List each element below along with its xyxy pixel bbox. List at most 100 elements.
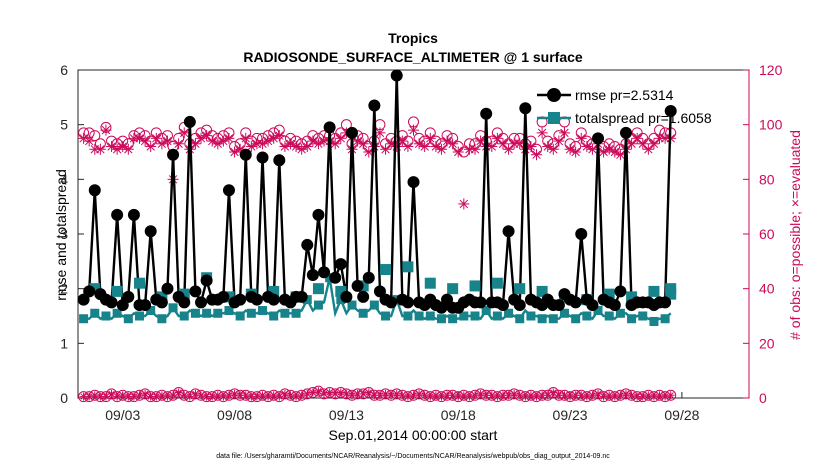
obs-evaluated-point xyxy=(536,127,548,139)
rmse-point xyxy=(357,290,370,303)
obs-evaluated-point xyxy=(240,132,252,144)
totalspread-point xyxy=(235,311,245,321)
obs-bottom-point xyxy=(659,391,671,403)
obs-bottom-point xyxy=(106,388,118,400)
y-axis-label: rmse and totalspread xyxy=(53,169,69,301)
obs-bottom-point xyxy=(251,391,263,403)
obs-bottom-point xyxy=(385,389,397,401)
totalspread-point xyxy=(313,300,323,310)
totalspread-point xyxy=(190,308,200,318)
obs-evaluated-point xyxy=(424,132,436,144)
totalspread-point xyxy=(258,306,268,316)
obs-bottom-point xyxy=(435,391,447,403)
obs-bottom-evaluated-point xyxy=(633,392,642,401)
rmse-point xyxy=(195,296,208,309)
totalspread-point xyxy=(627,314,637,324)
obs-bottom-point xyxy=(195,389,207,401)
y-tick-label: 4 xyxy=(60,171,68,187)
obs-evaluated-point xyxy=(83,135,95,147)
obs-bottom-point xyxy=(212,389,224,401)
obs-bottom-point xyxy=(279,388,291,400)
totalspread-point xyxy=(469,280,481,292)
obs-bottom-point xyxy=(240,389,252,401)
rmse-point xyxy=(340,290,353,303)
x-tick-label: 09/13 xyxy=(329,407,364,423)
x-tick-label: 09/08 xyxy=(217,407,252,423)
obs-bottom-point xyxy=(626,389,638,401)
rmse-point xyxy=(569,296,582,309)
obs-bottom-point xyxy=(430,389,442,401)
obs-bottom-point xyxy=(558,389,570,401)
totalspread-point xyxy=(492,311,502,321)
totalspread-point xyxy=(213,308,223,318)
obs-bottom-point xyxy=(268,389,280,401)
obs-evaluated-point xyxy=(273,130,285,142)
rmse-point xyxy=(239,148,252,161)
obs-evaluated-point xyxy=(452,146,464,158)
totalspread-point xyxy=(168,303,178,313)
obs-bottom-evaluated-point xyxy=(364,388,373,397)
rmse-point xyxy=(385,296,398,309)
obs-bottom-evaluated-point xyxy=(174,388,183,397)
obs-bottom-point xyxy=(161,391,173,403)
obs-bottom-point xyxy=(542,389,554,401)
rmse-point xyxy=(474,296,487,309)
legend-rmse-label: rmse pr=2.5314 xyxy=(575,87,674,103)
rmse-point xyxy=(519,102,532,115)
totalspread-point xyxy=(403,311,413,321)
rmse-point xyxy=(161,282,174,295)
obs-bottom-point xyxy=(128,391,140,403)
obs-bottom-evaluated-point xyxy=(185,392,194,401)
totalspread-point xyxy=(358,308,368,318)
totalspread-point xyxy=(504,308,514,318)
obs-bottom-point xyxy=(408,389,419,401)
obs-bottom-point xyxy=(592,388,604,400)
obs-evaluated-point xyxy=(553,135,565,147)
totalspread-point xyxy=(402,261,414,273)
obs-evaluated-point xyxy=(357,138,369,150)
totalspread-point xyxy=(548,314,558,324)
obs-bottom-point xyxy=(463,391,475,403)
rmse-point xyxy=(513,299,526,312)
obs-bottom-point xyxy=(419,389,431,401)
obs-bottom-evaluated-point xyxy=(549,388,558,397)
obs-bottom-point xyxy=(335,387,347,399)
rmse-point xyxy=(496,299,509,312)
obs-bottom-evaluated-point xyxy=(169,391,178,400)
totalspread-point xyxy=(414,311,424,321)
totalspread-point xyxy=(111,285,123,297)
totalspread-point xyxy=(582,311,592,321)
obs-bottom-point xyxy=(402,391,414,403)
obs-bottom-point xyxy=(83,391,95,403)
obs-bottom-evaluated-point xyxy=(247,392,256,401)
totalspread-point xyxy=(101,311,111,321)
totalspread-point xyxy=(660,314,670,324)
rmse-point xyxy=(480,107,493,120)
totalspread-point xyxy=(448,314,458,324)
rmse-point xyxy=(111,208,124,221)
obs-bottom-evaluated-point xyxy=(101,392,110,401)
obs-evaluated-point xyxy=(458,198,470,210)
y2-tick-label: 20 xyxy=(759,335,775,351)
obs-evaluated-point xyxy=(122,143,134,155)
obs-evaluated-point xyxy=(229,146,241,158)
obs-bottom-evaluated-point xyxy=(420,391,429,400)
obs-bottom-evaluated-point xyxy=(515,391,524,400)
rmse-point xyxy=(614,285,627,298)
rmse-point xyxy=(592,132,605,145)
totalspread-point xyxy=(157,314,167,324)
rmse-point xyxy=(217,290,230,303)
obs-bottom-point xyxy=(296,389,308,401)
obs-bottom-point xyxy=(229,388,241,400)
rmse-point xyxy=(139,299,152,312)
rmse-point xyxy=(250,293,263,306)
obs-bottom-point xyxy=(150,391,162,403)
obs-bottom-point xyxy=(340,388,352,400)
rmse-point xyxy=(502,225,515,238)
obs-bottom-point xyxy=(380,388,392,400)
data-file-footnote: data file: /Users/gharamti/Documents/NCA… xyxy=(216,453,610,460)
obs-bottom-point xyxy=(614,389,626,401)
obs-bottom-point xyxy=(324,387,336,399)
obs-bottom-evaluated-point xyxy=(594,389,603,398)
